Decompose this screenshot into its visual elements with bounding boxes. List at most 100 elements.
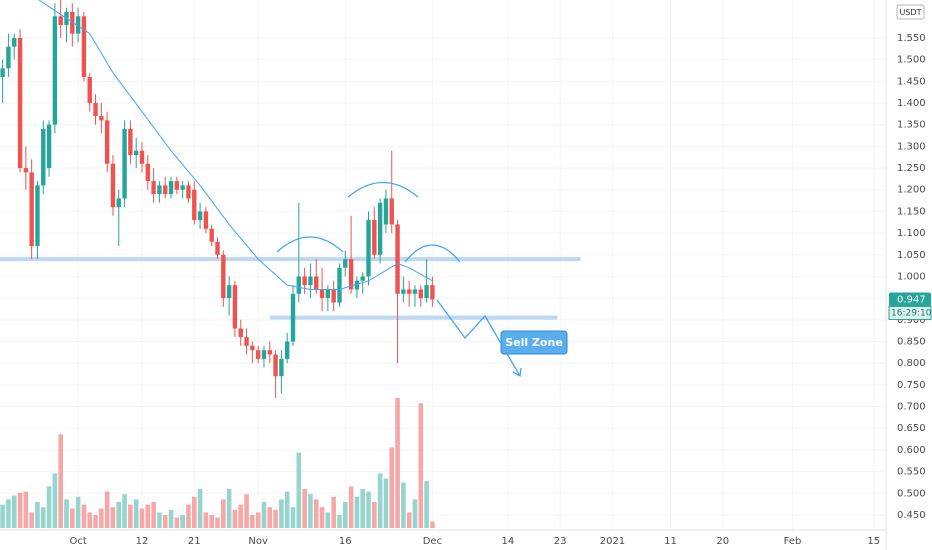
y-tick-label: 1.400 — [897, 98, 926, 109]
price-tags: 0.947 16:29:10 — [888, 292, 932, 320]
candle-body — [221, 254, 226, 299]
volume-bar — [401, 482, 406, 528]
y-tick-label: 1.350 — [897, 120, 926, 131]
volume-bar — [226, 489, 232, 528]
y-tick-label: 1.500 — [897, 55, 926, 66]
candle-body — [377, 202, 383, 255]
volume-bar — [75, 496, 81, 528]
volume-bar — [11, 495, 17, 528]
volume-bar — [221, 499, 226, 528]
volume-bar — [197, 489, 203, 528]
y-tick-label: 0.650 — [897, 423, 926, 434]
candle-body — [261, 350, 267, 359]
drawings — [276, 181, 522, 378]
candle-body — [430, 285, 435, 300]
volume-bar — [308, 494, 313, 528]
candle-body — [110, 163, 116, 208]
candle-body — [122, 129, 127, 199]
candle-body — [348, 259, 354, 290]
y-tick-label: 1.050 — [897, 250, 926, 261]
x-tick-label: 16 — [339, 536, 352, 547]
y-tick-label: 1.150 — [897, 206, 926, 217]
candle-body — [104, 120, 110, 164]
volume-bar — [273, 509, 278, 528]
volume-bar — [81, 504, 87, 528]
levels — [0, 257, 581, 320]
volume-bar — [191, 496, 197, 528]
candle-body — [133, 150, 139, 156]
candle-body — [151, 181, 156, 195]
volume-bar — [250, 515, 255, 528]
volume-bar — [383, 478, 389, 528]
sell-zone-box — [500, 330, 568, 355]
candle-body — [354, 280, 360, 290]
sell-zone-label: Sell Zone — [505, 336, 563, 349]
volume-bar — [302, 489, 307, 528]
moving-average — [38, 0, 433, 290]
volume-bar — [203, 512, 209, 528]
volume-bar — [296, 452, 302, 528]
candle-body — [383, 198, 389, 225]
volume-bar — [0, 504, 5, 528]
volume-bar — [267, 507, 273, 528]
candle-body — [174, 181, 180, 190]
volume-bar — [337, 515, 342, 528]
y-tick-label: 0.700 — [897, 402, 926, 413]
y-tick-label: 1.250 — [897, 163, 926, 174]
candle-body — [192, 189, 197, 221]
volume-bar — [342, 502, 348, 528]
volume-bar — [186, 504, 191, 528]
y-tick-label: 0.800 — [897, 358, 926, 369]
candle-body — [244, 337, 249, 346]
last-price-tag — [889, 292, 931, 307]
candle-body — [424, 285, 429, 299]
last-price-label: 0.947 — [897, 294, 926, 305]
candle-body — [157, 185, 162, 195]
volume-bar — [99, 508, 104, 528]
candle-body — [285, 341, 290, 359]
countdown-label: 16:29:10 — [891, 308, 932, 318]
y-tick-label: 1.000 — [897, 271, 926, 282]
candle-body — [116, 198, 121, 208]
candle-body — [128, 129, 133, 156]
countdown-tag — [888, 305, 932, 320]
candle-body — [99, 116, 104, 121]
volume-bar — [412, 499, 418, 528]
volume-bar — [348, 486, 354, 528]
volume-bar — [279, 499, 284, 528]
volume-bar — [151, 502, 156, 528]
volume-bar — [58, 434, 63, 528]
volume-bar — [157, 512, 162, 528]
x-tick-label: 2021 — [600, 536, 625, 547]
volume-bar — [406, 512, 412, 528]
candle-body — [163, 185, 168, 195]
candle-body — [389, 198, 394, 225]
candle-body — [279, 358, 284, 377]
y-tick-label: 1.200 — [897, 185, 926, 196]
volume-bar — [17, 492, 23, 528]
candle-body — [366, 220, 371, 277]
candle-body — [81, 16, 87, 78]
volume-bar — [238, 504, 244, 528]
candle-body — [70, 11, 75, 34]
candle-body — [186, 185, 191, 199]
volume-bar — [284, 491, 290, 528]
volume-bar — [360, 489, 366, 528]
volume-bar — [319, 507, 325, 528]
candle-body — [58, 16, 63, 25]
grid — [0, 0, 886, 530]
unit-box — [896, 4, 925, 20]
candle-body — [290, 293, 296, 342]
x-tick-label: Nov — [248, 536, 268, 547]
candle-body — [418, 289, 423, 299]
candle-body — [180, 185, 185, 190]
candle-body — [197, 211, 203, 221]
y-tick-label: 1.300 — [897, 141, 926, 152]
volume-bar — [29, 512, 34, 528]
volume-bar — [93, 515, 98, 528]
volume-bar — [52, 473, 58, 528]
candle-body — [29, 172, 34, 247]
candle-body — [372, 220, 377, 255]
candle-body — [52, 16, 58, 125]
volume-bar — [313, 499, 319, 528]
